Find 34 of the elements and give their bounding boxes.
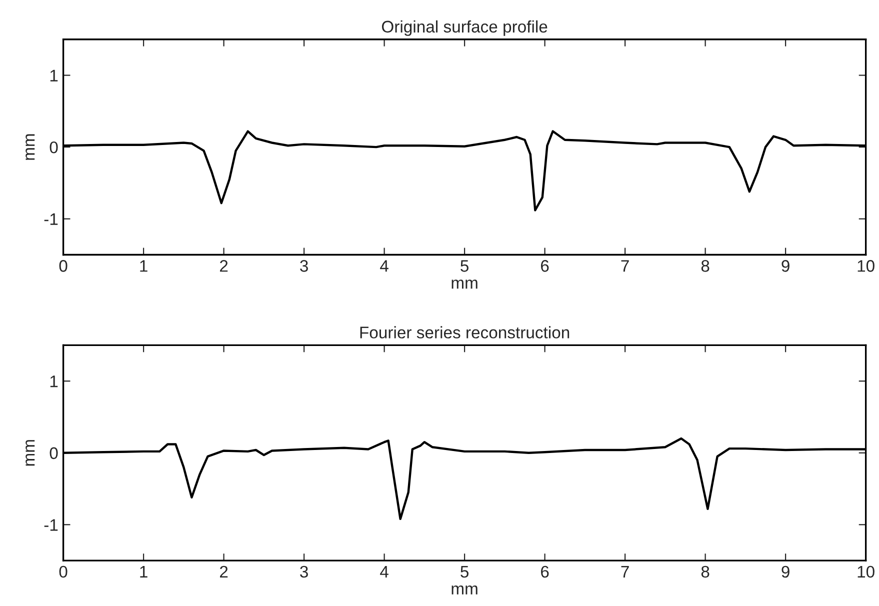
x-tick-label: 7 [621,260,629,272]
chart-title: Original surface profile [382,20,548,36]
y-tick-label: -1 [44,213,58,225]
y-tick-label: 0 [50,141,58,154]
x-tick-label: 4 [380,260,388,272]
y-tick-label: 1 [50,70,58,82]
chart-title: Fourier series reconstruction [360,326,570,338]
x-axis-title: mm [452,585,478,594]
x-tick-label: 5 [460,566,468,578]
y-axis-title: mm [26,440,35,466]
x-tick-label: 7 [621,566,629,578]
x-tick-label: 2 [220,260,228,272]
y-tick-label: 0 [50,447,58,460]
y-tick-label: -1 [44,519,58,531]
x-tick-label: 0 [59,260,68,272]
x-tick-label: 9 [782,260,790,272]
x-tick-label: 4 [380,566,388,578]
x-tick-label: 0 [59,566,68,578]
x-tick-label: 8 [701,260,710,272]
y-axis-title: mm [26,134,35,160]
x-tick-label: 5 [460,260,468,272]
x-tick-label: 10 [858,260,874,272]
x-tick-label: 1 [140,260,148,272]
x-tick-label: 3 [300,260,308,272]
x-tick-label: 9 [782,566,790,578]
x-tick-label: 2 [220,566,228,578]
y-tick-label: 1 [50,376,58,388]
x-tick-label: 6 [541,260,549,272]
x-tick-label: 6 [541,566,549,578]
x-axis-title: mm [452,280,478,289]
x-tick-label: 10 [858,566,874,578]
x-tick-label: 8 [701,566,710,578]
x-tick-label: 3 [300,566,308,578]
x-tick-label: 1 [140,566,148,578]
